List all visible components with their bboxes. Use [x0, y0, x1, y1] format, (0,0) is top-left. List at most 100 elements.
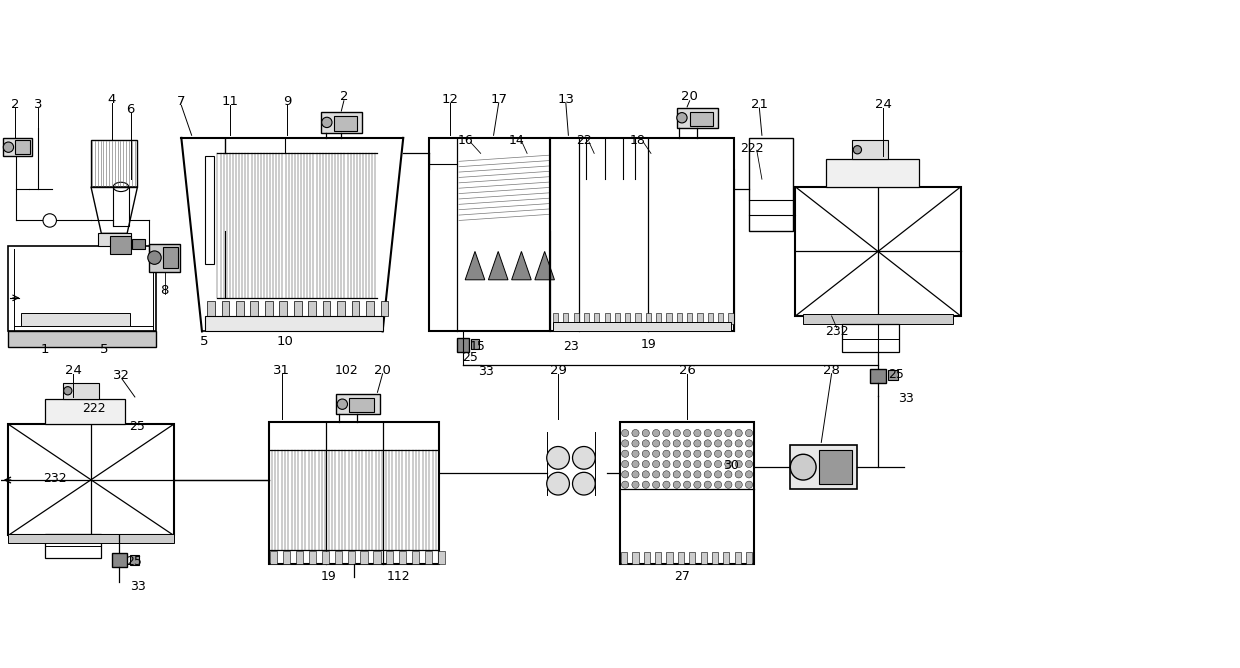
Text: 20: 20 — [681, 90, 698, 103]
Text: 29: 29 — [549, 363, 567, 377]
Circle shape — [735, 430, 743, 437]
Text: 4: 4 — [108, 93, 115, 106]
Text: 8: 8 — [161, 284, 169, 297]
Text: 7: 7 — [177, 96, 186, 108]
Circle shape — [632, 450, 639, 458]
Bar — [689, 112, 713, 126]
Circle shape — [652, 481, 660, 488]
Circle shape — [735, 460, 743, 468]
Circle shape — [43, 214, 57, 227]
Bar — [471, 339, 479, 349]
Bar — [646, 313, 651, 324]
Circle shape — [694, 430, 701, 437]
Bar — [708, 313, 713, 324]
Text: 222: 222 — [82, 402, 105, 415]
Polygon shape — [489, 251, 508, 280]
Circle shape — [663, 460, 670, 468]
Bar — [677, 313, 682, 324]
Circle shape — [683, 460, 691, 468]
Circle shape — [652, 430, 660, 437]
Text: 15: 15 — [470, 341, 486, 353]
Bar — [63, 383, 99, 399]
Bar — [386, 551, 393, 564]
Bar — [749, 138, 792, 230]
Circle shape — [621, 440, 629, 447]
Circle shape — [673, 471, 681, 478]
Text: 14: 14 — [508, 134, 525, 147]
Circle shape — [714, 471, 722, 478]
Text: 1: 1 — [41, 343, 48, 356]
Bar — [91, 140, 138, 187]
Circle shape — [714, 430, 722, 437]
Circle shape — [724, 481, 732, 488]
Circle shape — [321, 118, 332, 128]
Bar — [870, 369, 885, 383]
Text: 33: 33 — [477, 365, 494, 377]
Bar — [4, 138, 32, 156]
Bar — [113, 187, 129, 226]
Circle shape — [673, 450, 681, 458]
Bar — [366, 301, 373, 316]
Bar — [236, 301, 244, 316]
Circle shape — [663, 481, 670, 488]
Circle shape — [632, 481, 639, 488]
Bar — [373, 551, 381, 564]
Text: 26: 26 — [678, 363, 696, 377]
Text: 25: 25 — [888, 368, 904, 381]
Text: 27: 27 — [675, 570, 689, 583]
Bar — [635, 313, 641, 324]
Text: 23: 23 — [563, 341, 579, 353]
Circle shape — [621, 460, 629, 468]
Circle shape — [694, 481, 701, 488]
Text: 232: 232 — [43, 472, 67, 485]
Circle shape — [704, 460, 712, 468]
Bar — [689, 552, 696, 564]
Bar — [666, 313, 672, 324]
Text: 19: 19 — [320, 570, 336, 583]
Text: 18: 18 — [630, 134, 646, 147]
Bar — [644, 552, 650, 564]
Bar — [294, 301, 301, 316]
Bar — [45, 534, 102, 558]
Text: 25: 25 — [126, 554, 141, 568]
Bar — [381, 301, 388, 316]
Text: 33: 33 — [130, 580, 145, 593]
Bar — [337, 301, 345, 316]
Text: 24: 24 — [64, 363, 82, 377]
Bar — [723, 552, 729, 564]
Text: 28: 28 — [823, 363, 839, 377]
Circle shape — [337, 399, 347, 409]
Bar — [728, 313, 734, 324]
Bar — [687, 313, 692, 324]
Text: 32: 32 — [114, 369, 130, 382]
Text: 2: 2 — [340, 90, 348, 103]
Text: 16: 16 — [458, 134, 472, 147]
Text: 30: 30 — [723, 459, 739, 472]
Circle shape — [790, 454, 816, 480]
Bar — [149, 244, 180, 272]
Circle shape — [632, 471, 639, 478]
Bar — [842, 324, 899, 352]
Bar — [9, 424, 174, 535]
Circle shape — [724, 460, 732, 468]
Bar — [335, 551, 342, 564]
Bar — [45, 399, 124, 424]
Circle shape — [673, 430, 681, 437]
Circle shape — [735, 440, 743, 447]
Polygon shape — [465, 251, 485, 280]
Bar — [632, 552, 639, 564]
Circle shape — [573, 446, 595, 469]
Bar — [584, 313, 589, 324]
Bar — [678, 552, 684, 564]
Text: 112: 112 — [387, 570, 410, 583]
Bar — [336, 394, 379, 414]
Text: 31: 31 — [274, 363, 290, 377]
Bar — [361, 551, 367, 564]
Bar — [615, 313, 620, 324]
Text: 20: 20 — [374, 363, 391, 377]
Circle shape — [745, 481, 753, 488]
Bar — [677, 108, 718, 128]
Bar — [164, 246, 177, 269]
Circle shape — [663, 440, 670, 447]
Circle shape — [63, 387, 72, 395]
